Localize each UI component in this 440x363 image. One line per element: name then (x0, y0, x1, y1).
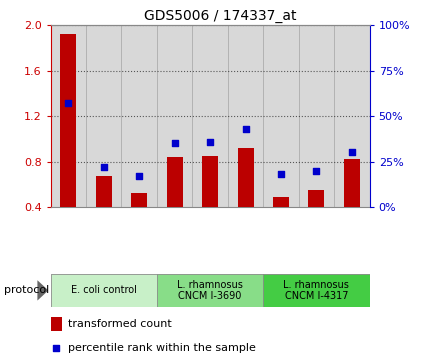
Point (278, 171, 285, 177)
Bar (86, 25, 121, 207)
Bar (157, 274, 263, 307)
Bar (344, 159, 360, 207)
Bar (157, 25, 192, 207)
Bar (273, 197, 289, 207)
Bar (228, 25, 263, 207)
Bar (238, 148, 253, 207)
Text: E. coli control: E. coli control (71, 285, 137, 295)
Text: transformed count: transformed count (68, 319, 172, 329)
Bar (51, 274, 157, 307)
Point (242, 126, 249, 132)
Bar (60, 34, 76, 207)
Text: protocol: protocol (4, 285, 50, 295)
Bar (51, 317, 62, 331)
Bar (121, 25, 157, 207)
Bar (308, 190, 324, 207)
Text: percentile rank within the sample: percentile rank within the sample (68, 343, 256, 352)
Bar (263, 274, 370, 307)
Bar (131, 193, 147, 207)
Bar (167, 157, 183, 207)
Text: L. rhamnosus
CNCM I-3690: L. rhamnosus CNCM I-3690 (177, 280, 243, 301)
Point (53, 345, 60, 351)
Bar (334, 25, 370, 207)
Point (207, 139, 214, 144)
Bar (263, 25, 299, 207)
Text: GDS5006 / 174337_at: GDS5006 / 174337_at (144, 9, 296, 23)
Bar (192, 25, 228, 207)
Point (313, 168, 320, 174)
Bar (299, 25, 334, 207)
Bar (202, 156, 218, 207)
Point (65, 101, 72, 106)
Point (136, 173, 143, 179)
Bar (96, 176, 112, 207)
Text: L. rhamnosus
CNCM I-4317: L. rhamnosus CNCM I-4317 (283, 280, 349, 301)
Bar (51, 25, 86, 207)
Polygon shape (37, 280, 48, 301)
Point (100, 164, 107, 170)
Point (348, 150, 356, 155)
Point (171, 140, 178, 146)
